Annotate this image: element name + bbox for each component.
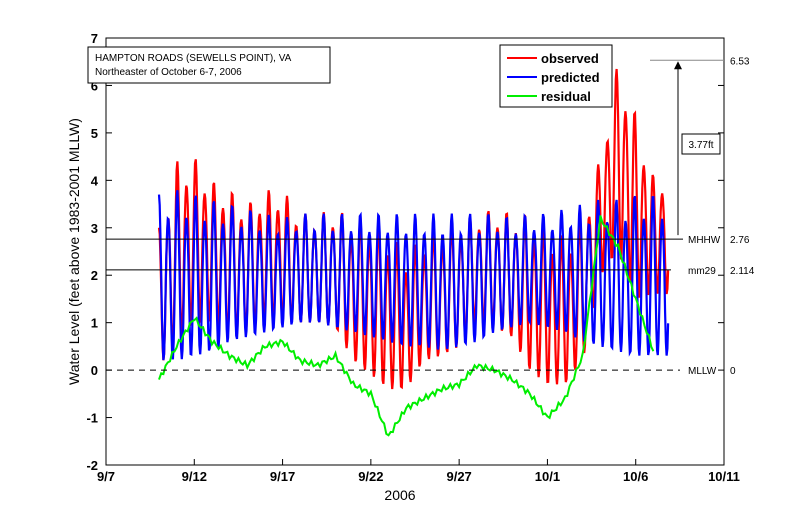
y-tick-label: 4: [91, 173, 99, 188]
reference-label: MHHW: [688, 235, 721, 246]
y-tick-label: 0: [91, 363, 98, 378]
y-tick-label: 7: [91, 31, 98, 46]
x-tick-label: 10/11: [708, 469, 740, 484]
x-tick-label: 9/27: [446, 469, 471, 484]
title-line-1: HAMPTON ROADS (SEWELLS POINT), VA: [95, 53, 292, 64]
y-tick-label: 3: [91, 221, 98, 236]
legend-label: residual: [541, 89, 591, 104]
legend-label: predicted: [541, 70, 600, 85]
x-tick-label: 9/12: [182, 469, 207, 484]
surge-annotation-box: [681, 133, 721, 155]
reference-label: MLLW: [688, 366, 717, 377]
x-tick-label: 10/6: [623, 469, 648, 484]
residual-series-line: [158, 215, 655, 437]
reference-value: 2.114: [730, 266, 755, 277]
reference-label: mm29: [688, 266, 716, 277]
y-tick-label: 5: [91, 126, 98, 141]
y-axis-label: Water Level (feet above 1983-2001 MLLW): [66, 118, 82, 385]
reference-value: 2.76: [730, 235, 750, 246]
x-tick-label: 9/17: [270, 469, 295, 484]
x-tick-label: 9/22: [358, 469, 383, 484]
y-tick-label: 2: [91, 268, 98, 283]
y-tick-label: 6: [91, 78, 98, 93]
x-tick-label: 9/7: [97, 469, 115, 484]
peak-value-label: 6.53: [730, 56, 750, 67]
surge-annotation: 3.77ft: [688, 140, 713, 151]
y-tick-label: 1: [91, 316, 98, 331]
predicted-series-line: [157, 190, 670, 361]
reference-value: 0: [730, 366, 736, 377]
title-box: [87, 46, 331, 84]
x-tick-label: 10/1: [535, 469, 560, 484]
title-line-2: Northeaster of October 6-7, 2006: [95, 67, 242, 78]
y-tick-label: -1: [86, 411, 98, 426]
y-tick-label: -2: [86, 458, 98, 473]
legend-label: observed: [541, 51, 599, 66]
x-axis-label: 2006: [384, 487, 415, 503]
surge-arrow-head: [674, 61, 682, 70]
